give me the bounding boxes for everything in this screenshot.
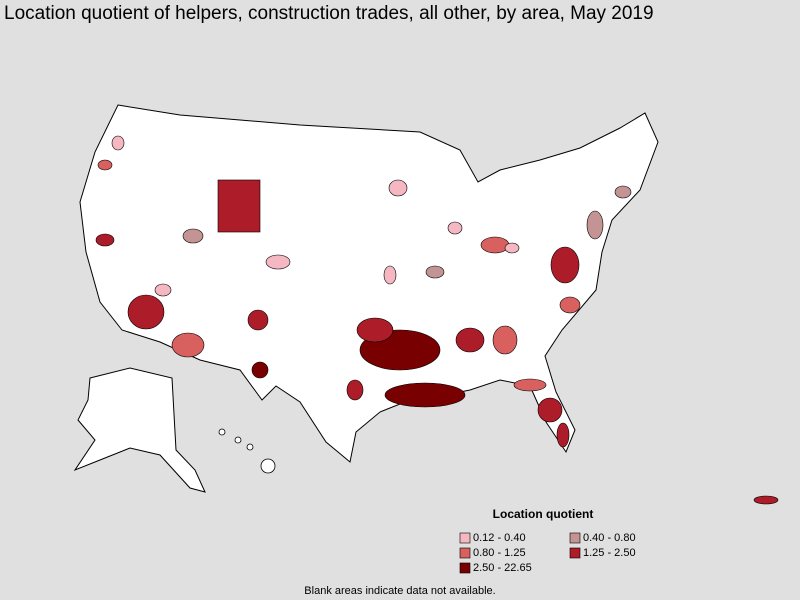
legend-label: 0.40 - 0.80 <box>583 532 636 544</box>
map-title: Location quotient of helpers, constructi… <box>4 3 654 24</box>
region <box>346 379 364 401</box>
region <box>586 210 604 240</box>
region <box>425 265 445 279</box>
region <box>95 233 115 247</box>
region <box>154 283 172 297</box>
island <box>218 428 226 436</box>
region <box>504 242 520 254</box>
region <box>97 159 113 171</box>
region <box>559 296 581 314</box>
legend-label: 1.25 - 2.50 <box>583 547 636 559</box>
region <box>492 325 518 355</box>
region <box>455 327 485 353</box>
island <box>260 458 276 474</box>
legend-label: 0.12 - 0.40 <box>473 532 526 544</box>
hawaii <box>218 428 276 474</box>
region <box>614 185 632 199</box>
region <box>127 294 165 330</box>
regions <box>95 135 779 505</box>
legend-label: 0.80 - 1.25 <box>473 547 526 559</box>
region <box>550 246 580 284</box>
legend: 0.12 - 0.40 0.40 - 0.80 0.80 - 1.25 1.25 - … <box>459 532 636 574</box>
region <box>753 495 779 505</box>
island <box>246 443 254 451</box>
region <box>182 228 204 244</box>
region <box>217 179 261 233</box>
island <box>234 436 242 444</box>
region <box>265 254 291 270</box>
region <box>384 382 466 408</box>
region <box>556 422 570 448</box>
region <box>537 397 563 423</box>
legend-swatch <box>569 532 581 544</box>
region <box>513 378 547 392</box>
legend-swatch <box>459 532 471 544</box>
region <box>447 221 463 235</box>
legend-title: Location quotient <box>493 507 594 521</box>
region <box>356 317 394 343</box>
region <box>383 265 397 285</box>
region <box>480 236 510 254</box>
legend-swatch <box>459 547 471 559</box>
region <box>247 309 269 331</box>
legend-label: 2.50 - 22.65 <box>473 562 532 574</box>
alaska <box>73 367 206 493</box>
legend-swatch <box>569 547 581 559</box>
footnote: Blank areas indicate data not available. <box>304 585 495 597</box>
legend-swatch <box>459 562 471 574</box>
region <box>171 332 205 358</box>
region <box>388 179 408 197</box>
region <box>251 361 269 379</box>
region <box>111 135 125 151</box>
